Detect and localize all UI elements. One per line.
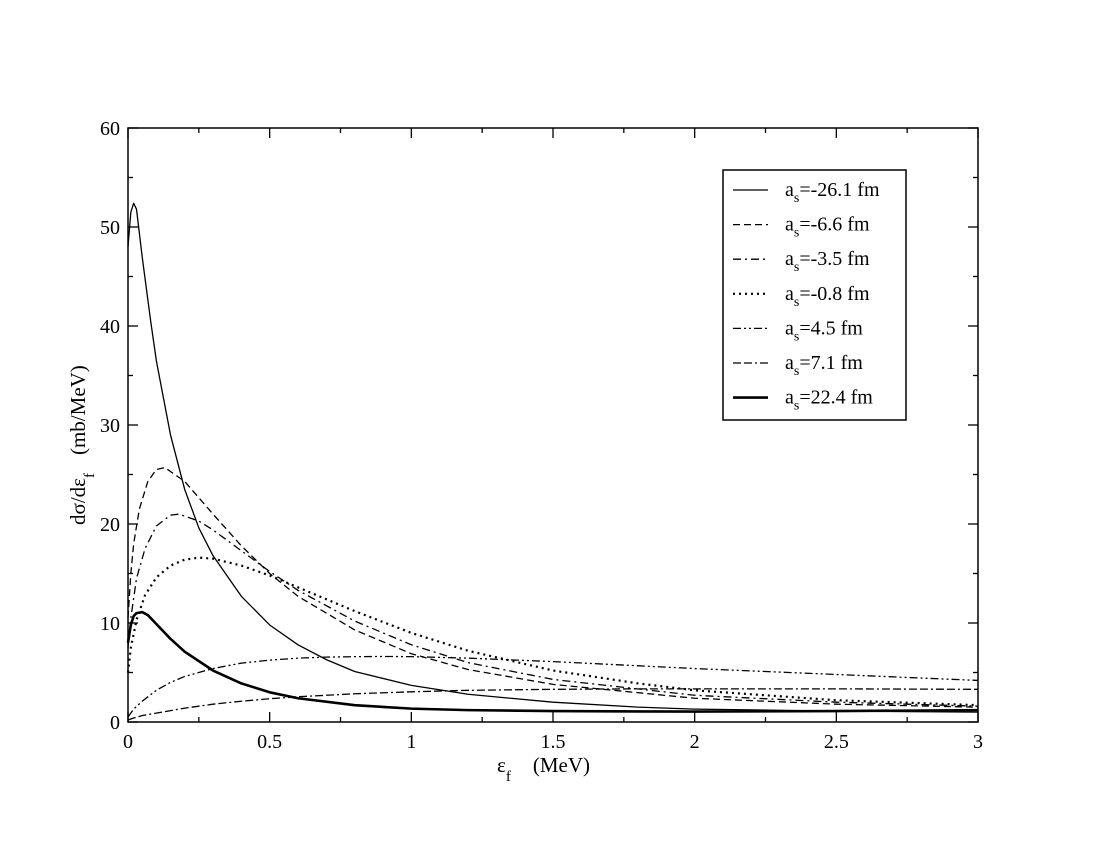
series-line-7 (126, 610, 979, 713)
series-line-4 (126, 556, 979, 707)
x-tick-label: 0.5 (257, 731, 282, 753)
x-tick-label: 2 (690, 731, 700, 753)
legend-label: as=-26.1 fm (785, 179, 880, 206)
legend-label-rest: =22.4 fm (799, 387, 873, 409)
series-line-1 (127, 202, 979, 713)
legend-label-main: a (785, 387, 794, 409)
legend-label-sub: s (794, 226, 799, 241)
y-tick-label: 40 (100, 316, 120, 338)
legend-label-main: a (785, 317, 794, 339)
legend-label-sub: s (794, 295, 799, 310)
legend-label-main: a (785, 248, 794, 270)
legend-label-rest: =-6.6 fm (799, 214, 870, 236)
y-tick-label: 0 (110, 712, 120, 734)
legend-box (722, 169, 907, 421)
legend-label-main: a (785, 283, 794, 305)
legend-label: as=4.5 fm (785, 317, 863, 344)
y-axis-label-unit: (mb/MeV) (66, 365, 90, 455)
legend-label-main: a (785, 352, 794, 374)
legend-label-sub: s (794, 191, 799, 206)
legend-label-rest: =4.5 fm (799, 317, 863, 339)
legend-label-sub: s (794, 364, 799, 379)
x-axis-label-main: ε (497, 753, 506, 777)
y-tick-label: 60 (100, 118, 120, 140)
x-axis-label-sub: f (506, 769, 511, 785)
x-tick-label: 1.5 (541, 731, 566, 753)
y-tick-label: 20 (100, 514, 120, 536)
y-tick-label: 10 (100, 613, 120, 635)
plot-lines (126, 202, 979, 721)
x-axis-label-unit: (MeV) (533, 753, 590, 777)
legend-label: as=22.4 fm (785, 387, 873, 414)
legend-label: as=-3.5 fm (785, 248, 870, 275)
legend-label-rest: =7.1 fm (799, 352, 863, 374)
y-axis-label-sub: f (82, 473, 98, 478)
x-axis-label: εf (MeV) (497, 753, 590, 785)
x-tick-label: 2.5 (824, 731, 849, 753)
legend-label: as=-0.8 fm (785, 283, 870, 310)
legend-label-main: a (785, 214, 794, 236)
legend-label-rest: =-26.1 fm (799, 179, 880, 201)
legend-label-sub: s (794, 329, 799, 344)
y-tick-label: 30 (100, 415, 120, 437)
legend-label-main: a (785, 179, 794, 201)
series-line-2 (127, 466, 979, 708)
series-line-6 (127, 688, 979, 721)
x-tick-label: 1 (406, 731, 416, 753)
legend-label-sub: s (794, 399, 799, 414)
series-line-5 (127, 655, 979, 718)
legend-label-rest: =-3.5 fm (799, 248, 870, 270)
x-tick-label: 3 (973, 731, 983, 753)
y-axis-label-main: dσ/dε (66, 478, 90, 525)
y-tick-label: 50 (100, 217, 120, 239)
legend-label-rest: =-0.8 fm (799, 283, 870, 305)
x-tick-label: 0 (123, 731, 133, 753)
legend-label-sub: s (794, 260, 799, 275)
y-axis-label: dσ/dεf (mb/MeV) (66, 365, 98, 525)
legend-label: as=-6.6 fm (785, 214, 870, 241)
legend-label: as=7.1 fm (785, 352, 863, 379)
axis-ticks (127, 127, 979, 723)
